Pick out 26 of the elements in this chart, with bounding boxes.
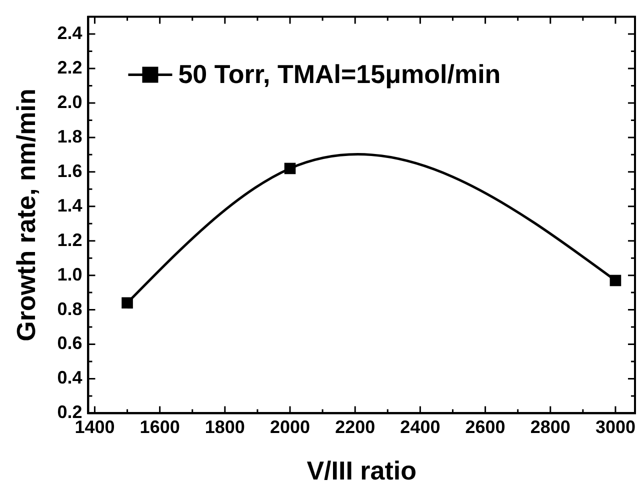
x-tick-label: 2400 <box>400 416 440 437</box>
y-tick-label: 1.2 <box>57 230 82 250</box>
y-tick-label: 1.4 <box>57 195 82 216</box>
x-axis-title: V/III ratio <box>306 456 417 486</box>
y-tick-label: 2.2 <box>57 57 82 78</box>
y-axis-title: Growth rate, nm/min <box>10 88 41 342</box>
x-tick-label: 2600 <box>465 416 506 437</box>
y-tick-label: 0.4 <box>57 368 82 388</box>
x-tick-label: 1800 <box>204 416 245 437</box>
y-tick-label: 1.8 <box>57 126 82 146</box>
y-tick-label: 1.0 <box>57 264 82 284</box>
point <box>610 274 622 286</box>
x-tick-label: 1400 <box>74 416 115 437</box>
x-tick-label: 2800 <box>530 416 570 437</box>
x-tick-label: 2000 <box>270 416 310 437</box>
y-tick-label: 2.4 <box>57 23 82 44</box>
point <box>284 162 296 174</box>
legend-label: 50 Torr, TMAl=15μmol/min <box>178 58 501 89</box>
point <box>122 297 133 309</box>
x-tick-label: 2200 <box>335 416 376 437</box>
y-tick-label: 0.6 <box>57 333 82 354</box>
x-tick-label: 1600 <box>140 416 180 437</box>
y-tick-label: 1.6 <box>57 160 82 181</box>
x-tick-label: 3000 <box>595 416 636 437</box>
y-tick-label: 0.8 <box>57 298 82 319</box>
y-tick-label: 2.0 <box>57 92 82 112</box>
